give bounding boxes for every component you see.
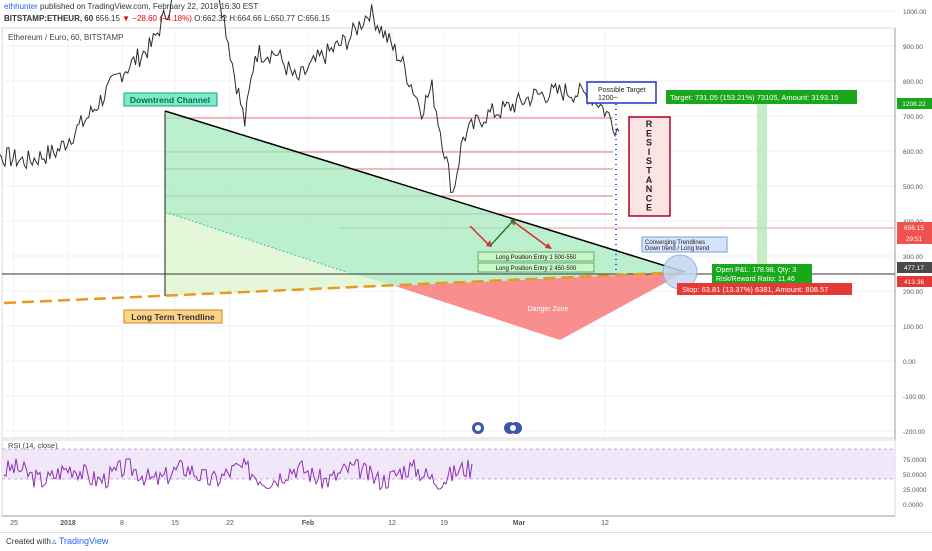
possible-target-box [586,81,657,104]
target-zone [757,104,767,272]
converging-sub: Down trend / Long trend [645,246,709,252]
target-label: Target: 731.05 (153.21%) 73105, Amount: … [670,93,838,102]
resistance-box [628,116,671,217]
price-tag [897,262,932,273]
stop-label: Stop: 63.81 (13.37%) 6381, Amount: 808.5… [682,285,828,294]
price-tag-label: 29:51 [906,236,923,243]
entry-2-box [477,262,595,273]
price-tick-label: 0.00 [903,359,916,366]
price-tick-label: -100.00 [903,394,925,401]
price-tag-label: 1208.22 [902,101,926,108]
price-tag [897,276,932,287]
downtrend-channel-fill [165,111,685,286]
price-tick-label: 1000.00 [903,9,927,16]
chart-title: Ethereum / Euro, 60, BITSTAMP [8,33,123,42]
danger-zone-label: Danger Zone [528,306,569,313]
last-price: 656.15 [95,14,120,23]
price-tag-label: 413.36 [904,279,924,286]
downtrend-line [164,110,686,273]
open-pnl-label: Open P&L: 178.98, Qty: 3 [716,267,796,274]
created-with: Created with [6,537,51,546]
price-tick-label: 600.00 [903,149,923,156]
price-tick-label: 800.00 [903,79,923,86]
resistance-letter: I [648,147,651,157]
entry-2-label: Long Position Entry 2 450-500 [496,266,577,272]
downtrend-channel-label: Downtrend Channel [130,95,210,105]
price-series [0,0,620,193]
time-tick-label: 15 [171,520,179,527]
converging-title: Converging Trendlines [645,240,705,246]
price-tick-label: 200.00 [903,289,923,296]
resistance-letter: S [646,138,652,148]
price-tick-label: 300.00 [903,254,923,261]
resistance-letter: N [646,184,653,194]
time-tick-label: 22 [226,520,234,527]
price-tick-label: 100.00 [903,324,923,331]
price-tick-label: 500.00 [903,184,923,191]
event-icon[interactable] [472,422,484,434]
time-tick-label: Feb [302,520,314,527]
pnl-box [712,264,812,284]
price-tick-label: 900.00 [903,44,923,51]
lower-channel-fill [165,212,395,296]
rsi-tick-label: 50.0000 [903,472,927,479]
resistance-letter: R [646,119,653,129]
event-icon[interactable] [504,422,522,434]
time-tick-label: 8 [120,520,124,527]
price-tag-label: 656.15 [904,225,924,232]
long-term-trendline [3,270,686,305]
stop-box [677,283,852,295]
time-tick-label: 12 [388,520,396,527]
published-text: published on TradingView.com, February 2… [40,2,259,11]
rsi-tick-label: 25.0000 [903,487,927,494]
projection-arrows [469,219,552,249]
risk-reward-label: Risk/Reward Ratio: 11.46 [716,276,795,283]
entry-1-label: Long Position Entry 1 500-550 [496,255,577,261]
price-tag [897,98,932,109]
resistance-letter: S [646,156,652,166]
symbol-label: BITSTAMP:ETHEUR, 60 [4,14,94,23]
price-tag-label: 477.17 [904,265,924,272]
rsi-tick-label: 0.0000 [903,502,923,509]
entry-1-box [477,251,595,262]
chart-area[interactable]: Ethereum / Euro, 60, BITSTAMP Danger Zon… [0,0,932,532]
rsi-series [3,456,473,491]
time-tick-label: 2018 [60,520,76,527]
long-term-trendline-label: Long Term Trendline [131,312,215,322]
resistance-letter: A [646,175,653,185]
time-tick-label: 12 [601,520,609,527]
time-tick-label: Mar [513,520,526,527]
footer: Created with ▵ TradingView [0,532,932,551]
author-link[interactable]: ethhunter [4,2,38,11]
possible-target-label: Possible Target 1200~ [598,87,646,102]
ohlc-values: O:662.32 H:664.66 L:650.77 C:656.15 [194,14,330,23]
price-tag [897,233,932,244]
tradingview-logo[interactable]: ▵ TradingView [52,536,109,546]
target-box [666,90,857,104]
resistance-letter: E [646,203,652,213]
price-tick-label: -200.00 [903,429,925,436]
resistance-letter: E [646,128,652,138]
price-change: ▼ −28.60 (−4.18%) [122,14,192,23]
rsi-tick-label: 75.0000 [903,457,927,464]
price-tick-label: 700.00 [903,114,923,121]
price-tag [897,222,932,233]
time-tick-label: 19 [440,520,448,527]
time-tick-label: 25 [10,520,18,527]
long-term-trendline-box [123,309,223,324]
converging-box [641,236,728,253]
tradingview-brand: TradingView [58,536,109,546]
chart-header: ethhunter published on TradingView.com, … [0,0,932,26]
danger-zone [395,272,685,340]
resistance-letter: T [646,166,652,176]
resistance-letter: C [646,193,653,203]
rsi-title: RSI (14, close) [8,441,58,450]
downtrend-channel-box [123,92,218,107]
